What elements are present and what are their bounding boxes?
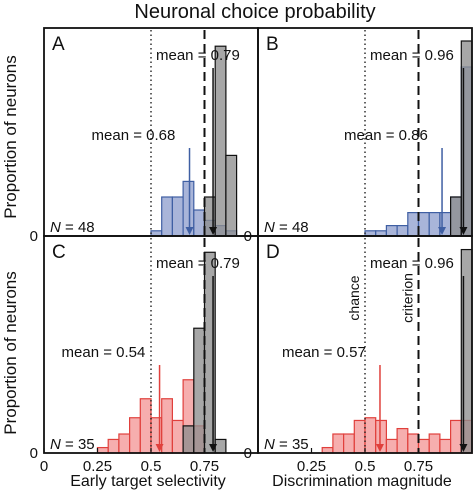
histogram-bar-red [396,427,409,454]
panel-letter: B [266,34,279,55]
histogram-bar-blue [428,212,441,237]
histogram-bar-gray [214,438,227,454]
mean-arrow-head [375,444,384,452]
mean-arrow-head [209,227,218,235]
histogram-bar-red [417,438,430,454]
mean-label-red: mean = 0.57 [282,344,366,361]
histogram-bar-red [385,438,398,454]
histogram-bar-gray [214,45,227,237]
histogram-bar-red [428,433,441,454]
histogram-bar-blue [171,196,184,237]
n-count-label: N = 35 [264,436,309,453]
histogram-bar-red [450,419,462,454]
histogram-bar-red [139,398,152,454]
x-tick-label: 0.5 [141,458,162,475]
x-tick-label: 0.75 [404,458,433,475]
histogram-bar-red [439,438,452,454]
mean-label-blue: mean = 0.68 [92,127,176,144]
y-tick-label: 0 [30,228,38,245]
histogram-bar-gray [450,196,462,237]
histogram-bar-red [171,419,184,454]
mean-arrow-head [438,227,447,235]
mean-arrow-head [459,444,468,452]
y-axis-label-bottom: Proportion of neurons [1,271,20,435]
mean-arrow-head [459,227,468,235]
chance-line-label: chance [346,275,362,320]
n-count-label: N = 35 [50,436,95,453]
histogram-bar-red [129,417,141,454]
histogram-bar-red [161,398,173,454]
mean-label-gray: mean = 0.96 [370,255,454,272]
mean-label-blue: mean = 0.86 [344,127,428,144]
histogram-bar-red [107,438,120,454]
x-axis-label-left: Early target selectivity [70,473,226,490]
histogram-bar-blue [193,209,206,237]
n-count-label: N = 48 [50,219,95,236]
x-tick-label: 0 [40,458,48,475]
y-tick-label: 0 [244,445,252,462]
histogram-bar-red [407,433,420,454]
x-tick-label: 0.25 [297,458,326,475]
mean-arrow-head [185,227,194,235]
histogram-bar-gray [193,327,206,454]
mean-label-gray: mean = 0.79 [156,47,240,64]
y-tick-label: 0 [30,445,38,462]
panel-a: mean = 0.68 mean = 0.79 N = 48 A 0 [30,27,259,245]
panel-letter: A [52,34,65,55]
y-axis-label-top: Proportion of neurons [1,55,20,219]
panel-letter: D [266,242,280,263]
figure-title: Neuronal choice probability [134,1,375,23]
histogram-bar-red [343,433,355,454]
mean-arrow-head [209,444,218,452]
x-tick-label: 0.75 [190,458,219,475]
mean-label-red: mean = 0.54 [62,344,146,361]
x-tick-label: 0.25 [83,458,112,475]
x-axis-label-right: Discrimination magnitude [272,473,452,490]
histogram-bar-gray [225,154,238,237]
mean-arrow-head [155,444,164,452]
criterion-line-label: criterion [400,273,416,323]
panel-d: mean = 0.57 mean = 0.96 N = 35 chance criter… [244,235,473,475]
histogram-bar-red [364,417,377,454]
panel-letter: C [52,242,66,263]
histogram-bar-blue [396,225,409,237]
n-count-label: N = 48 [264,219,309,236]
panel-frame [257,235,473,454]
histogram-bar-red [332,433,345,454]
histogram-bar-blue [417,212,430,237]
histogram-bar-blue [407,212,420,237]
mean-label-gray: mean = 0.96 [370,47,454,64]
histogram-bar-red [118,433,131,454]
histogram-bar-red [353,419,366,454]
histogram-bar-blue [161,196,173,237]
histogram-bar-gray [182,425,195,454]
histogram-bar-blue [385,225,398,237]
mean-label-gray: mean = 0.79 [156,255,240,272]
x-tick-label: 0.5 [355,458,376,475]
